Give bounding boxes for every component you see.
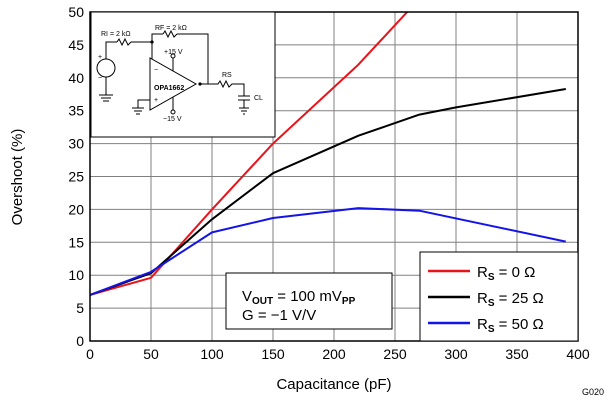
ri-label: RI = 2 kΩ	[101, 31, 131, 38]
inset-schematic: + − − + OPA1662 +15 V −15 V RI = 2 kΩ RF…	[90, 11, 276, 138]
y-tick-label: 25	[68, 169, 84, 185]
x-tick-label: 0	[86, 346, 94, 362]
vpos-label: +15 V	[164, 49, 183, 56]
gain-annotation: G = −1 V/V	[242, 307, 316, 324]
annotation-box: VOUT = 100 mVPP G = −1 V/V	[225, 272, 393, 330]
opamp-plus-label: +	[154, 97, 158, 104]
y-tick-label: 20	[68, 201, 84, 217]
vout-annotation: VOUT = 100 mVPP	[242, 288, 356, 307]
y-tick-label: 50	[68, 4, 84, 20]
rs-cl-network-icon	[200, 79, 250, 115]
y-tick-label: 15	[68, 234, 84, 250]
series-line-2	[90, 207, 567, 296]
x-axis-label: Capacitance (pF)	[276, 376, 391, 393]
legend-entry-0: RS = 0 Ω	[477, 264, 535, 283]
y-axis-label: Overshoot (%)	[9, 129, 26, 226]
cl-label: CL	[254, 95, 263, 102]
x-tick-label: 250	[383, 346, 407, 362]
tick-labels: 0 50 100 150 200 250 300 350 400 0 5 10 15 20 25 30 35 40…	[68, 4, 589, 362]
source-plus-label: +	[98, 54, 102, 61]
figure-id: G020	[582, 387, 604, 397]
series-line-0	[90, 12, 409, 296]
legend: RS = 0 Ω RS = 25 Ω RS = 50 Ω	[419, 251, 579, 342]
rf-resistor-icon	[162, 29, 178, 39]
opamp-part-label: OPA1662	[154, 85, 184, 92]
y-tick-label: 45	[68, 37, 84, 53]
x-tick-label: 150	[261, 346, 285, 362]
grid-lines	[89, 11, 579, 342]
ri-resistor-icon	[116, 37, 132, 47]
legend-entry-1: RS = 25 Ω	[477, 290, 544, 309]
source-minus-label: −	[98, 75, 102, 82]
x-tick-label: 300	[444, 346, 468, 362]
x-tick-label: 100	[200, 346, 224, 362]
series-group	[90, 12, 567, 296]
y-tick-label: 0	[76, 333, 84, 349]
vneg-label: −15 V	[163, 116, 182, 123]
inset-frame	[90, 11, 276, 138]
y-tick-label: 5	[76, 300, 84, 316]
x-tick-label: 400	[566, 346, 590, 362]
y-tick-label: 10	[68, 267, 84, 283]
x-tick-label: 50	[143, 346, 159, 362]
x-tick-label: 350	[505, 346, 529, 362]
x-tick-label: 200	[322, 346, 346, 362]
opamp-minus-label: −	[154, 67, 158, 74]
y-tick-label: 40	[68, 70, 84, 86]
y-tick-label: 35	[68, 103, 84, 119]
rf-label: RF = 2 kΩ	[155, 25, 187, 32]
y-tick-label: 30	[68, 136, 84, 152]
plot-frame	[89, 11, 579, 342]
rs-label: RS	[222, 72, 232, 79]
legend-entry-2: RS = 50 Ω	[477, 316, 544, 335]
